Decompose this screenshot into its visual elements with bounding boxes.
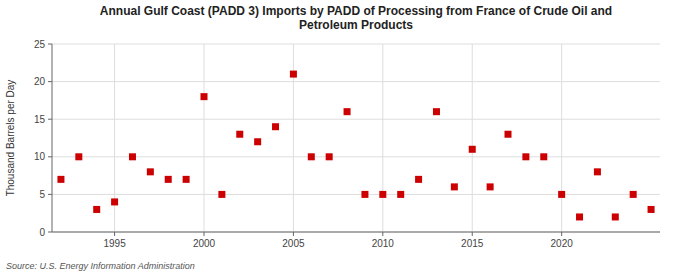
- point: [397, 191, 404, 198]
- x-tick: [293, 232, 294, 236]
- y-grid-line: [52, 194, 660, 195]
- point: [379, 191, 386, 198]
- x-axis-line: [52, 232, 660, 233]
- point: [272, 123, 279, 130]
- point: [612, 213, 619, 220]
- point: [576, 213, 583, 220]
- point: [361, 191, 368, 198]
- point: [75, 153, 82, 160]
- point: [308, 153, 315, 160]
- axes: 1995 2000 2005 2010 2015 2020 0 5 10 15 20 25: [34, 39, 660, 250]
- y-tick-label: 5: [39, 189, 45, 200]
- y-tick-label: 15: [34, 114, 46, 125]
- title-line: Annual Gulf Coast (PADD 3) Imports by PA…: [100, 4, 612, 18]
- x-grid-line: [472, 44, 473, 232]
- y-grid-line: [52, 81, 660, 82]
- point: [469, 146, 476, 153]
- x-tick: [472, 232, 473, 236]
- point: [415, 176, 422, 183]
- point: [594, 168, 601, 175]
- point: [129, 153, 136, 160]
- y-tick-label: 25: [34, 39, 46, 50]
- y-grid-line: [52, 156, 660, 157]
- point: [558, 191, 565, 198]
- point: [630, 191, 637, 198]
- points: [57, 71, 654, 221]
- y-axis-label: Thousand Barrels per Day: [5, 80, 16, 197]
- y-tick-label: 20: [34, 76, 46, 87]
- y-tick: [48, 232, 52, 233]
- y-tick: [48, 44, 52, 45]
- point: [111, 198, 118, 205]
- y-grid-line: [52, 119, 660, 120]
- x-tick: [204, 232, 205, 236]
- x-tick-label: 2020: [551, 238, 574, 249]
- title-line: Petroleum Products: [299, 18, 413, 32]
- x-tick: [114, 232, 115, 236]
- point: [218, 191, 225, 198]
- x-tick-label: 2015: [461, 238, 484, 249]
- x-tick: [382, 232, 383, 236]
- x-tick: [561, 232, 562, 236]
- grid: [52, 44, 660, 232]
- point: [93, 206, 100, 213]
- point: [254, 138, 261, 145]
- y-grid-line: [52, 44, 660, 45]
- point: [165, 176, 172, 183]
- x-tick-label: 2010: [372, 238, 395, 249]
- y-grid-line: [52, 232, 660, 233]
- point: [433, 108, 440, 115]
- y-tick: [48, 194, 52, 195]
- x-tick-label: 2005: [282, 238, 305, 249]
- x-grid-line: [204, 44, 205, 232]
- point: [326, 153, 333, 160]
- point: [236, 131, 243, 138]
- point: [344, 108, 351, 115]
- x-grid-line: [382, 44, 383, 232]
- y-tick: [48, 119, 52, 120]
- point: [57, 176, 64, 183]
- point: [487, 183, 494, 190]
- y-tick: [48, 81, 52, 82]
- point: [540, 153, 547, 160]
- y-tick-label: 0: [39, 227, 45, 238]
- x-grid-line: [561, 44, 562, 232]
- point: [505, 131, 512, 138]
- point: [147, 168, 154, 175]
- chart: Annual Gulf Coast (PADD 3) Imports by PA…: [0, 0, 675, 275]
- title: Annual Gulf Coast (PADD 3) Imports by PA…: [100, 4, 612, 32]
- source-note: Source: U.S. Energy Information Administ…: [6, 261, 195, 271]
- point: [451, 183, 458, 190]
- point: [290, 71, 297, 78]
- y-tick-label: 10: [34, 151, 46, 162]
- y-tick: [48, 156, 52, 157]
- y-axis-line: [52, 44, 53, 232]
- x-tick-label: 2000: [193, 238, 216, 249]
- point: [648, 206, 655, 213]
- point: [201, 93, 208, 100]
- x-tick-label: 1995: [103, 238, 126, 249]
- point: [183, 176, 190, 183]
- point: [522, 153, 529, 160]
